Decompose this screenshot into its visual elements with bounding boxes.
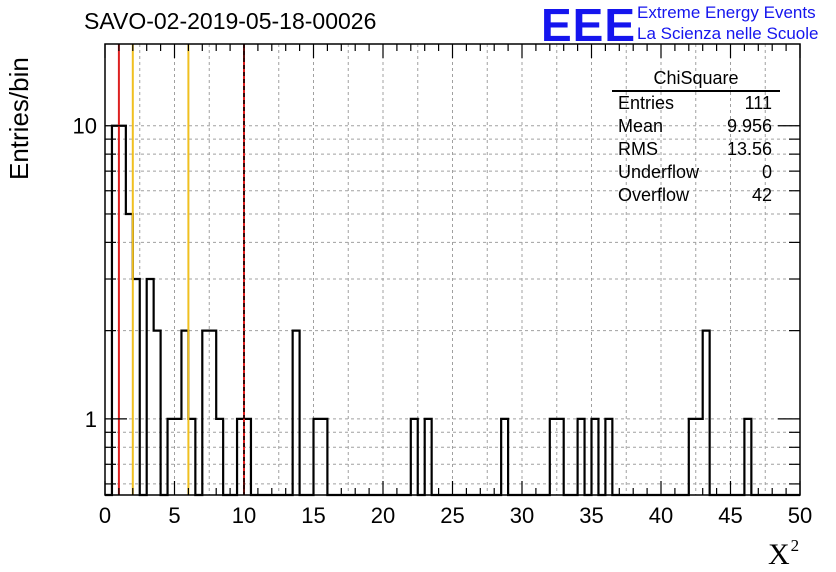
histogram-bin (244, 419, 251, 495)
stats-row: Mean 9.956 (612, 115, 780, 138)
x-tick-label: 15 (301, 503, 325, 528)
x-tick-label: 10 (232, 503, 256, 528)
histogram-bin (320, 419, 327, 495)
histogram-bin (605, 419, 612, 495)
x-tick-label: 5 (168, 503, 180, 528)
stats-label: Mean (618, 116, 664, 136)
stats-value: 42 (751, 185, 772, 205)
histogram-bin (202, 331, 209, 495)
stats-label: Underflow (618, 162, 700, 182)
histogram-bin (411, 419, 418, 495)
histogram-bin (425, 419, 432, 495)
histogram-bin (154, 331, 161, 495)
histogram-bin (592, 419, 599, 495)
x-tick-label: 25 (440, 503, 464, 528)
histogram-bin (237, 419, 244, 495)
x-tick-label: 20 (371, 503, 395, 528)
x-tick-label: 45 (718, 503, 742, 528)
histogram-bin (216, 419, 223, 495)
stats-row: Underflow 0 (612, 161, 780, 184)
histogram-bin (557, 419, 564, 495)
y-tick-label: 10 (73, 114, 97, 139)
x-tick-label: 40 (649, 503, 673, 528)
x-tick-label: 30 (510, 503, 534, 528)
histogram-bin (744, 419, 751, 495)
stats-box: ChiSquare Entries 111 Mean 9.956 RMS 13.… (612, 66, 780, 207)
stats-title: ChiSquare (612, 66, 780, 92)
x-tick-label: 0 (99, 503, 111, 528)
histogram-bin (112, 126, 119, 495)
logo-line-2: La Scienza nelle Scuole (637, 24, 819, 43)
histogram-bin (703, 331, 710, 495)
histogram-bin (126, 214, 133, 495)
histogram-bin (168, 419, 175, 495)
stats-value: 9.956 (726, 116, 772, 136)
stats-label: Overflow (618, 185, 690, 205)
x-axis-label-base: X (768, 538, 790, 571)
logo-mark: EEE (541, 0, 637, 51)
y-tick-label: 1 (85, 407, 97, 432)
x-axis-label-superscript: 2 (790, 536, 800, 555)
stats-value: 0 (761, 162, 772, 182)
histogram-bin (550, 419, 557, 495)
stats-row: Entries 111 (612, 92, 780, 115)
histogram-bin (181, 331, 188, 495)
histogram-bin (578, 419, 585, 495)
stats-row: Overflow 42 (612, 184, 780, 207)
histogram-bin (147, 279, 154, 495)
stats-value: 13.56 (726, 139, 772, 159)
histogram-bin (119, 126, 126, 495)
logo-line-1: Extreme Energy Events (637, 3, 816, 22)
histogram-bin (133, 279, 140, 495)
histogram-bin (314, 419, 321, 495)
x-tick-label: 35 (579, 503, 603, 528)
histogram-bin (209, 331, 216, 495)
histogram-bin (501, 419, 508, 495)
histogram-bin (175, 419, 182, 495)
histogram-bin (293, 331, 300, 495)
stats-label: RMS (618, 139, 658, 159)
x-axis-label: X2 (768, 536, 799, 572)
y-axis-label: Entries/bin (4, 57, 34, 180)
stats-label: Entries (618, 93, 675, 113)
stats-row: RMS 13.56 (612, 138, 780, 161)
histogram-bin (696, 419, 703, 495)
histogram-bin (689, 419, 696, 495)
histogram-bin (188, 419, 195, 495)
stats-value: 111 (744, 93, 772, 113)
x-tick-label: 50 (788, 503, 812, 528)
chart-title: SAVO-02-2019-05-18-00026 (84, 8, 377, 34)
